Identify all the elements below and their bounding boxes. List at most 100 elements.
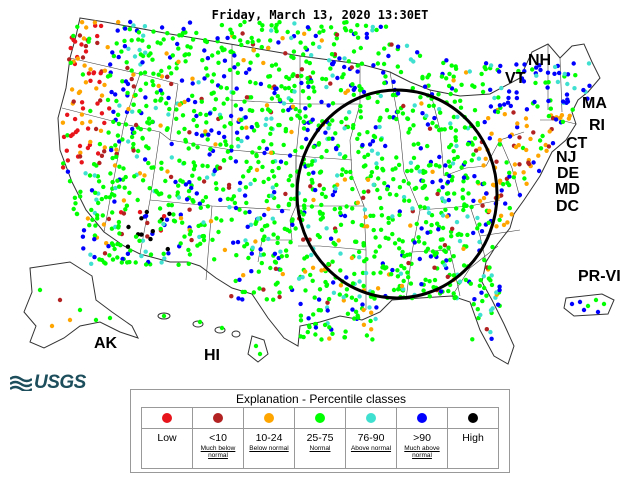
gage-dot xyxy=(319,99,324,105)
gage-dot xyxy=(524,147,529,153)
gage-dot xyxy=(170,53,175,58)
gage-dot xyxy=(369,148,375,153)
gage-dot xyxy=(471,230,476,236)
gage-dot xyxy=(245,135,250,140)
gage-dot xyxy=(99,196,105,202)
gage-dot xyxy=(390,167,395,172)
gage-dot xyxy=(447,173,452,179)
gage-dot xyxy=(185,44,190,49)
gage-dot xyxy=(453,128,459,133)
gage-dot xyxy=(376,51,381,56)
gage-dot xyxy=(344,287,350,292)
gage-dot xyxy=(103,195,109,200)
gage-dot xyxy=(109,226,115,231)
gage-dot xyxy=(140,60,145,65)
gage-dot xyxy=(462,202,467,207)
gage-dot xyxy=(313,332,318,337)
gage-dot xyxy=(517,192,523,198)
gage-dot xyxy=(150,79,155,84)
gage-dot xyxy=(177,102,182,107)
gage-dot xyxy=(377,124,382,130)
gage-dot xyxy=(186,188,192,194)
legend-swatch xyxy=(366,413,376,423)
gage-dot xyxy=(262,150,267,156)
gage-dot xyxy=(65,133,70,138)
gage-dot xyxy=(427,294,432,299)
gage-dot xyxy=(524,107,530,112)
gage-dot xyxy=(100,213,106,218)
gage-dot xyxy=(333,145,339,151)
gage-dot xyxy=(130,126,135,132)
gage-dot xyxy=(119,49,124,54)
gage-dot xyxy=(269,28,274,33)
gage-dot xyxy=(478,312,483,318)
gage-dot xyxy=(353,309,359,314)
gage-dot xyxy=(176,183,181,188)
gage-dot xyxy=(95,216,100,221)
gage-dot xyxy=(204,66,209,71)
gage-dot xyxy=(298,318,304,323)
gage-dot xyxy=(259,227,265,233)
gage-dot xyxy=(560,119,566,125)
gage-dot xyxy=(143,81,149,86)
gage-dot xyxy=(77,143,83,149)
gage-dot xyxy=(356,249,362,255)
gage-dot xyxy=(227,67,233,73)
gage-dot xyxy=(243,238,248,243)
gage-dot xyxy=(416,235,421,240)
gage-dot xyxy=(437,164,442,169)
gage-dot xyxy=(498,63,503,69)
gage-dot xyxy=(448,121,453,126)
gage-dot xyxy=(468,281,473,286)
gage-dot xyxy=(484,191,489,196)
gage-dot xyxy=(522,69,527,74)
gage-dot xyxy=(470,142,475,147)
gage-dot xyxy=(587,83,592,89)
gage-dot xyxy=(187,180,192,185)
gage-dot xyxy=(109,241,115,246)
legend-class: Low xyxy=(142,408,193,468)
gage-dot xyxy=(303,114,308,119)
gage-dot xyxy=(361,322,367,327)
gage-dot xyxy=(269,126,274,131)
gage-dot xyxy=(337,151,343,157)
gage-dot xyxy=(190,173,195,178)
gage-dot xyxy=(243,115,248,120)
gage-dot xyxy=(165,169,170,174)
gage-dot xyxy=(172,219,178,224)
gage-dot xyxy=(487,265,492,270)
gage-dot xyxy=(161,313,167,319)
gage-dot xyxy=(141,33,146,38)
gage-dot xyxy=(235,70,240,76)
gage-dot xyxy=(180,220,185,225)
gage-dot xyxy=(202,48,207,53)
gage-dot xyxy=(428,254,434,259)
gage-dot xyxy=(128,19,133,25)
gage-dot xyxy=(144,144,149,149)
gage-dot xyxy=(212,168,217,174)
gage-dot xyxy=(123,207,128,212)
gage-dot xyxy=(408,160,414,165)
gage-dot xyxy=(297,115,303,121)
gage-dot xyxy=(80,120,85,126)
gage-dot xyxy=(154,90,160,95)
gage-dot xyxy=(350,219,355,225)
gage-dot xyxy=(326,261,331,267)
gage-dot xyxy=(330,259,335,264)
gage-dot xyxy=(530,67,535,72)
gage-dot xyxy=(387,115,392,120)
gage-dot xyxy=(97,79,102,85)
gage-dot xyxy=(205,204,211,209)
gage-dot xyxy=(125,90,130,96)
gage-dot xyxy=(191,117,196,123)
gage-dot xyxy=(245,224,250,229)
gage-dot xyxy=(248,95,254,100)
gage-dot xyxy=(361,164,367,169)
gage-dot xyxy=(98,23,104,29)
gage-dot xyxy=(123,79,129,84)
gage-dot xyxy=(186,97,191,103)
gage-dot xyxy=(81,36,87,41)
gage-dot xyxy=(227,205,232,210)
gage-dot xyxy=(302,206,307,211)
gage-dot xyxy=(132,130,137,135)
